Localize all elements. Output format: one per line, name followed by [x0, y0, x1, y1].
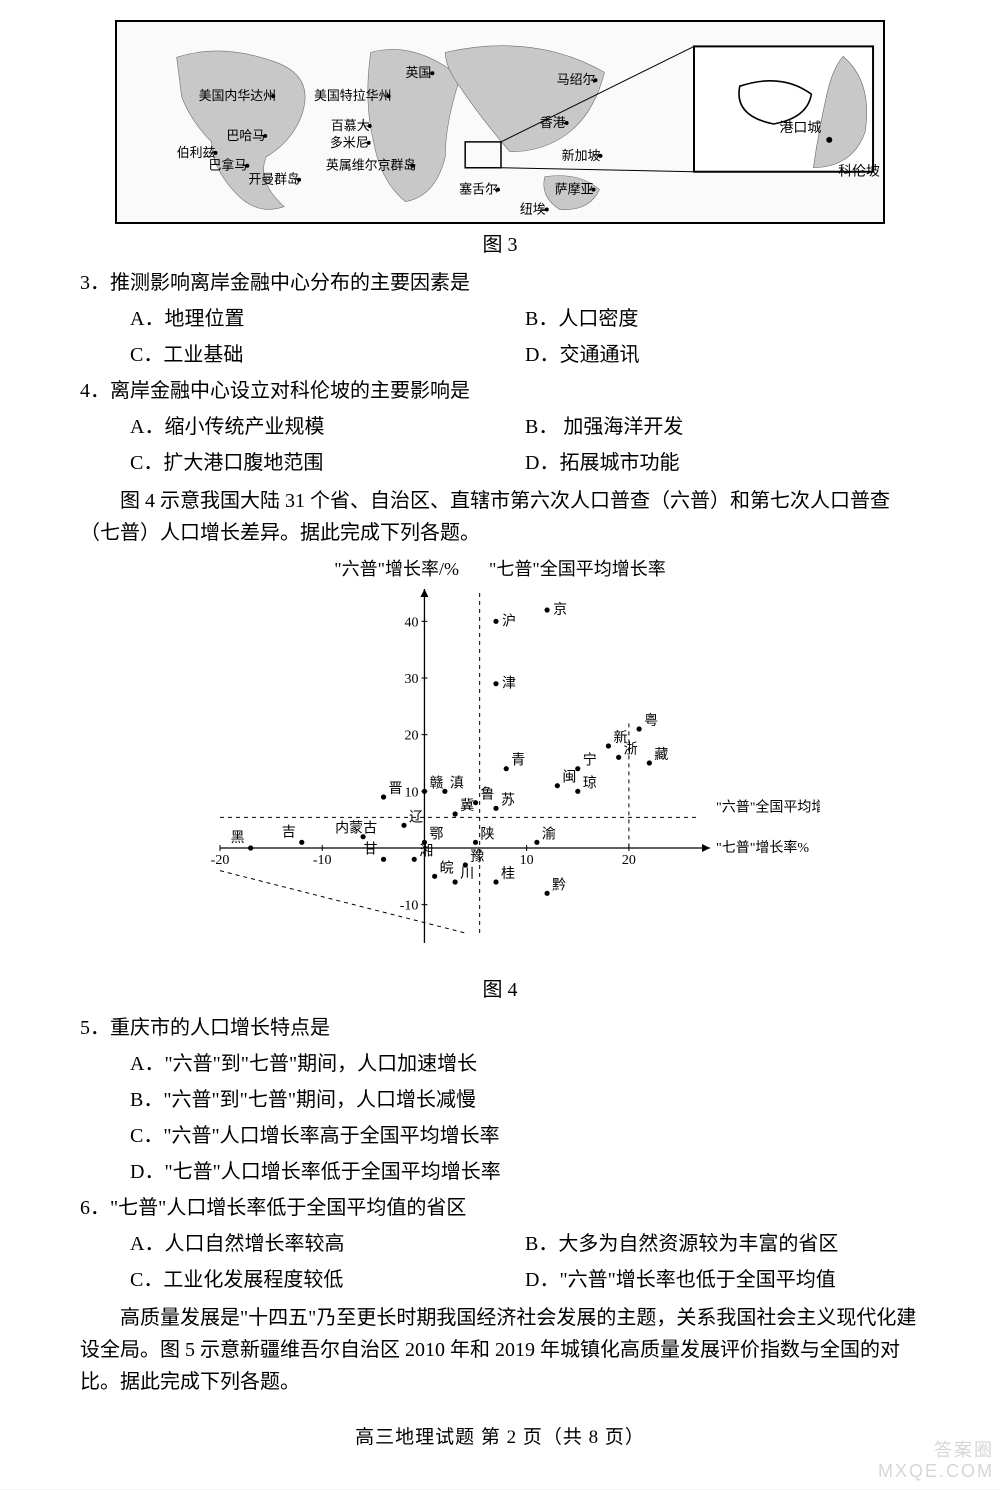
svg-text:川: 川	[460, 867, 474, 882]
figure-4-container: "六普"增长率/% "七普"全国平均增长率 -20 -10 10 20 -10 10 20 3…	[180, 555, 820, 1002]
svg-text:新加坡: 新加坡	[562, 148, 601, 163]
q3-opt-c: C．工业基础	[130, 337, 525, 373]
svg-text:内蒙古: 内蒙古	[335, 821, 377, 837]
svg-text:多米尼: 多米尼	[330, 135, 369, 150]
watermark-line2: MXQE.COM	[878, 1461, 994, 1483]
q3-opt-d: D．交通通讯	[525, 337, 920, 373]
svg-text:20: 20	[622, 853, 636, 868]
svg-text:百慕大: 百慕大	[331, 118, 370, 133]
svg-text:黑: 黑	[231, 831, 245, 846]
svg-text:京: 京	[553, 602, 567, 618]
svg-text:苏: 苏	[501, 792, 515, 808]
chart-title-right: "七普"全国平均增长率	[489, 555, 666, 581]
svg-text:津: 津	[502, 676, 516, 692]
q4-options: A．缩小传统产业规模 B． 加强海洋开发 C．扩大港口腹地范围 D．拓展城市功能	[130, 409, 920, 481]
svg-text:美国特拉华州: 美国特拉华州	[314, 88, 392, 103]
figure-3-map: 美国内华达州美国特拉华州巴哈马伯利兹巴拿马开曼群岛百慕大多米尼英属维尔京群岛英国…	[115, 20, 885, 224]
svg-text:-10: -10	[313, 853, 332, 868]
q4-stem: 4．离岸金融中心设立对科伦坡的主要影响是	[80, 375, 920, 407]
svg-text:港口城: 港口城	[780, 120, 822, 136]
svg-text:藏: 藏	[654, 747, 668, 763]
svg-text:浙: 浙	[624, 741, 638, 757]
svg-text:吉: 吉	[282, 824, 296, 840]
svg-text:萨摩亚: 萨摩亚	[555, 182, 594, 197]
page-footer: 高三地理试题 第 2 页（共 8 页）	[80, 1422, 920, 1449]
svg-text:闽: 闽	[562, 770, 576, 786]
watermark: 答案圈 MXQE.COM	[878, 1440, 994, 1483]
svg-text:琼: 琼	[583, 775, 597, 791]
figure-3-caption: 图 3	[115, 228, 885, 257]
passage-xinjiang: 高质量发展是"十四五"乃至更长时期我国经济社会发展的主题，关系我国社会主义现代化…	[80, 1302, 920, 1398]
q5-options: A．"六普"到"七普"期间，人口加速增长 B．"六普"到"七普"期间，人口增长减…	[130, 1046, 920, 1190]
q3-stem: 3．推测影响离岸金融中心分布的主要因素是	[80, 267, 920, 299]
figure-4-titles: "六普"增长率/% "七普"全国平均增长率	[180, 555, 820, 581]
svg-text:巴哈马: 巴哈马	[226, 128, 265, 143]
chart-title-left: "六普"增长率/%	[334, 555, 459, 581]
svg-text:粤: 粤	[644, 713, 658, 729]
svg-text:鄂: 鄂	[429, 826, 443, 842]
q4-opt-b: B． 加强海洋开发	[525, 409, 920, 445]
svg-text:马绍尔: 马绍尔	[557, 72, 596, 87]
watermark-line1: 答案圈	[878, 1440, 994, 1462]
figure-3-container: 美国内华达州美国特拉华州巴哈马伯利兹巴拿马开曼群岛百慕大多米尼英属维尔京群岛英国…	[115, 20, 885, 257]
q4-opt-a: A．缩小传统产业规模	[130, 409, 525, 445]
svg-text:40: 40	[404, 615, 418, 630]
q4-opt-c: C．扩大港口腹地范围	[130, 445, 525, 481]
q5-opt-a: A．"六普"到"七普"期间，人口加速增长	[130, 1046, 920, 1082]
q6-stem: 6．"七普"人口增长率低于全国平均值的省区	[80, 1192, 920, 1224]
q3-options: A．地理位置 B．人口密度 C．工业基础 D．交通通讯	[130, 301, 920, 373]
svg-text:宁: 宁	[583, 752, 597, 769]
q6-opt-d: D．"六普"增长率也低于全国平均值	[525, 1262, 920, 1298]
svg-text:赣: 赣	[429, 775, 443, 791]
q6-opt-b: B．大多为自然资源较为丰富的省区	[525, 1226, 920, 1262]
svg-text:渝: 渝	[542, 826, 556, 842]
svg-text:陕: 陕	[481, 826, 495, 842]
svg-text:豫: 豫	[470, 849, 484, 865]
svg-text:青: 青	[511, 753, 525, 769]
svg-text:10: 10	[520, 853, 534, 868]
svg-text:科伦坡: 科伦坡	[838, 164, 880, 180]
figure-4-caption: 图 4	[180, 973, 820, 1002]
svg-text:塞舌尔: 塞舌尔	[459, 182, 498, 197]
scatter-chart-svg: -20 -10 10 20 -10 10 20 30 40 "六普"全国平均增长率 "七普"增长率%…	[180, 583, 820, 963]
svg-text:纽埃: 纽埃	[520, 202, 546, 217]
svg-text:晋: 晋	[389, 782, 403, 797]
svg-text:湘: 湘	[419, 843, 433, 859]
q4-opt-d: D．拓展城市功能	[525, 445, 920, 481]
svg-text:美国内华达州: 美国内华达州	[199, 88, 277, 103]
svg-text:"六普"全国平均增长率: "六普"全国平均增长率	[716, 798, 820, 815]
q3-opt-b: B．人口密度	[525, 301, 920, 337]
q5-opt-d: D．"七普"人口增长率低于全国平均增长率	[130, 1154, 920, 1190]
svg-text:英国: 英国	[405, 65, 431, 80]
q5-stem: 5．重庆市的人口增长特点是	[80, 1012, 920, 1044]
svg-text:30: 30	[404, 672, 418, 687]
svg-text:巴拿马: 巴拿马	[209, 158, 248, 173]
svg-text:-10: -10	[400, 899, 419, 914]
passage-census: 图 4 示意我国大陆 31 个省、自治区、直辖市第六次人口普查（六普）和第七次人…	[80, 485, 920, 549]
svg-text:-20: -20	[211, 853, 230, 868]
world-map-svg: 美国内华达州美国特拉华州巴哈马伯利兹巴拿马开曼群岛百慕大多米尼英属维尔京群岛英国…	[117, 22, 883, 222]
q5-opt-c: C．"六普"人口增长率高于全国平均增长率	[130, 1118, 920, 1154]
svg-text:冀: 冀	[460, 798, 474, 814]
svg-text:鲁: 鲁	[481, 787, 495, 803]
svg-text:甘: 甘	[364, 841, 378, 857]
svg-text:辽: 辽	[409, 809, 423, 825]
svg-text:黔: 黔	[552, 877, 566, 893]
q6-opt-c: C．工业化发展程度较低	[130, 1262, 525, 1298]
q3-opt-a: A．地理位置	[130, 301, 525, 337]
q6-options: A．人口自然增长率较高 B．大多为自然资源较为丰富的省区 C．工业化发展程度较低…	[130, 1226, 920, 1298]
svg-text:沪: 沪	[502, 613, 516, 629]
svg-text:"七普"增长率%: "七普"增长率%	[716, 839, 809, 856]
svg-text:开曼群岛: 开曼群岛	[248, 172, 300, 187]
svg-text:20: 20	[404, 729, 418, 744]
q5-opt-b: B．"六普"到"七普"期间，人口增长减慢	[130, 1082, 920, 1118]
q6-opt-a: A．人口自然增长率较高	[130, 1226, 525, 1262]
svg-text:滇: 滇	[450, 775, 464, 791]
svg-text:英属维尔京群岛: 英属维尔京群岛	[326, 158, 416, 173]
svg-text:香港: 香港	[540, 115, 566, 130]
svg-text:桂: 桂	[501, 866, 515, 882]
svg-text:10: 10	[404, 785, 418, 800]
svg-text:皖: 皖	[440, 860, 454, 876]
